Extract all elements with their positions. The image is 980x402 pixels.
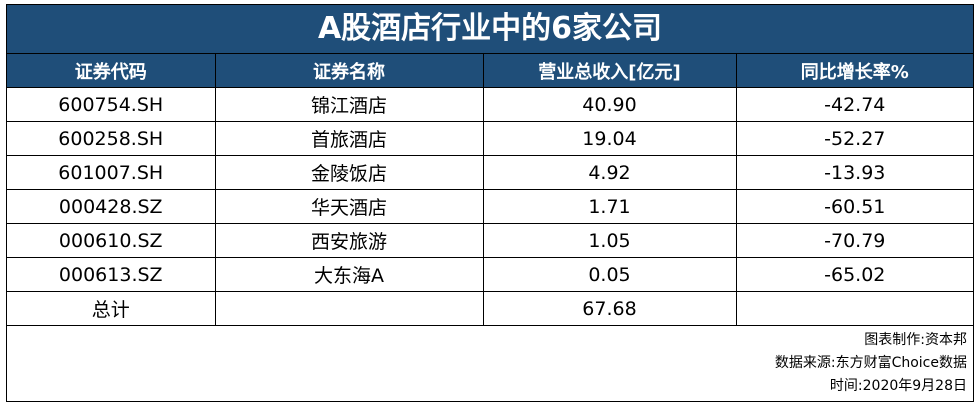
column-header: 证券代码 [7,54,216,88]
table-cell: 0.05 [482,257,737,292]
table-cell: 4.92 [482,155,737,190]
table-cell: -42.74 [735,87,973,122]
table-figure: A股酒店行业中的6家公司 证券代码 证券名称 营业总收入[亿元] 同比增长率% 600… [6,4,974,402]
table-cell: -52.27 [735,121,973,156]
table-cell: 601007.SH [7,155,216,190]
table-cell: -65.02 [735,257,973,292]
footer-line: 图表制作:资本邦 [864,332,967,348]
table-cell: 000613.SZ [7,257,216,292]
table-cell: 西安旅游 [214,223,484,258]
table-cell: 000428.SZ [7,189,216,224]
header-row: 证券代码 证券名称 营业总收入[亿元] 同比增长率% [7,54,973,88]
table-cell: -13.93 [735,155,973,190]
footer: 图表制作:资本邦数据来源:东方财富Choice数据时间:2020年9月28日 [7,326,973,401]
total-label: 总计 [7,291,216,326]
table-cell: 锦江酒店 [214,87,484,122]
table-cell: 1.71 [482,189,737,224]
column-header: 证券名称 [214,54,484,88]
column-header: 同比增长率% [735,54,973,88]
table-row: 000428.SZ 华天酒店 1.71 -60.51 [7,189,973,224]
total-revenue: 67.68 [482,291,737,326]
table-cell: -60.51 [735,189,973,224]
table-row: 000610.SZ 西安旅游 1.05 -70.79 [7,223,973,258]
column-header: 营业总收入[亿元] [482,54,737,88]
table-cell: 华天酒店 [214,189,484,224]
footer-line: 数据来源:东方财富Choice数据 [774,355,967,371]
table-row: 600754.SH 锦江酒店 40.90 -42.74 [7,87,973,122]
table-cell: 金陵饭店 [214,155,484,190]
table-cell: 40.90 [482,87,737,122]
table-cell: 首旅酒店 [214,121,484,156]
table-cell: 600754.SH [7,87,216,122]
table-cell: 19.04 [482,121,737,156]
table-cell: -70.79 [735,223,973,258]
title: A股酒店行业中的6家公司 [7,5,973,54]
table-row: 600258.SH 首旅酒店 19.04 -52.27 [7,121,973,156]
total-row: 总计 67.68 [7,291,973,326]
table-cell: 000610.SZ [7,223,216,258]
table-cell [735,291,973,326]
table-cell: 1.05 [482,223,737,258]
table-cell [214,291,484,326]
data-table: 证券代码 证券名称 营业总收入[亿元] 同比增长率% 600754.SH 锦江酒店 40.… [7,54,973,326]
footer-line: 时间:2020年9月28日 [829,378,967,394]
table-cell: 600258.SH [7,121,216,156]
table-row: 000613.SZ 大东海A 0.05 -65.02 [7,257,973,292]
table-cell: 大东海A [214,257,484,292]
table-row: 601007.SH 金陵饭店 4.92 -13.93 [7,155,973,190]
